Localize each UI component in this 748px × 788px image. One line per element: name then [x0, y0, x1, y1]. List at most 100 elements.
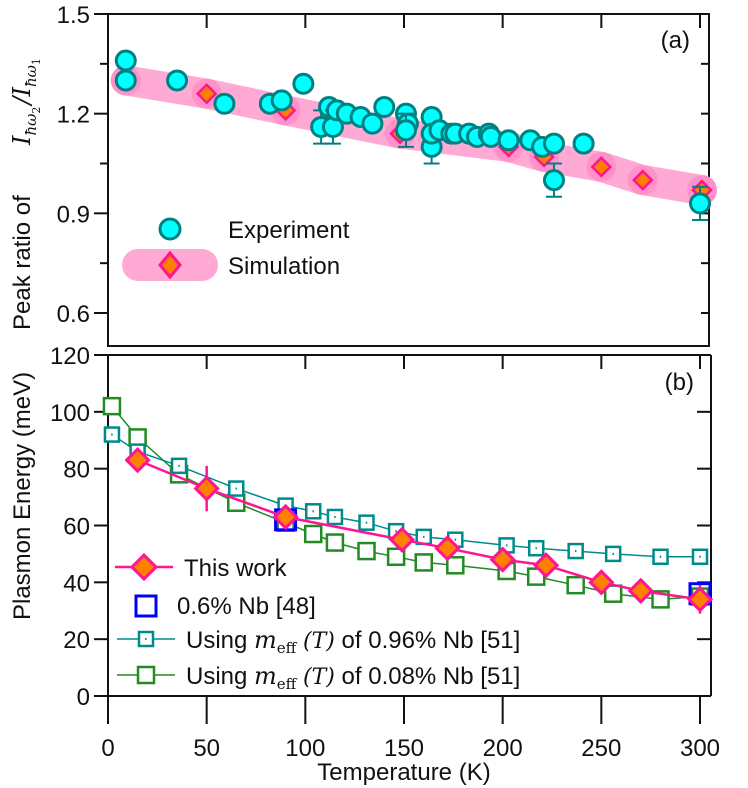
- panel-a: (a) Peak ratio of Iħω2/Iħω1 0.6 0.9 1.2 1.5…: [8, 2, 717, 347]
- thiswork-point: [193, 475, 220, 502]
- legend-experiment-label: Experiment: [228, 217, 350, 244]
- simulation-point: [195, 82, 218, 105]
- legend-nb096-dot: [145, 638, 147, 640]
- panel-b-xtick-label: 0: [101, 735, 114, 762]
- legend-simulation-label: Simulation: [228, 253, 340, 280]
- experiment-point: [292, 72, 315, 95]
- panel-a-label: (a): [661, 27, 690, 54]
- panel-b-xtick-label: 200: [483, 735, 523, 762]
- simulation-point: [632, 169, 654, 191]
- nb008-point: [414, 553, 433, 572]
- nb008-point: [386, 547, 406, 567]
- experiment-point: [213, 92, 236, 115]
- nb008-point: [102, 396, 122, 416]
- panel-b: (b) Plasmon Energy (meV) Temperature (K)…: [9, 343, 720, 786]
- panel-b-ylabel: Plasmon Energy (meV): [9, 372, 36, 620]
- legend-nb096-math2: (T): [303, 629, 335, 654]
- experiment-point: [542, 132, 565, 155]
- nb096-point-dot: [505, 544, 508, 547]
- experiment-point: [114, 49, 137, 72]
- nb096-point-dot: [312, 510, 314, 513]
- nb096-point-dot: [111, 433, 113, 436]
- legend-nb096-suffix: of 0.96% Nb [51]: [342, 627, 521, 654]
- panel-a-ylabel-math: Iħω2/Iħω1: [8, 58, 43, 146]
- legend-simulation-marker: [158, 250, 182, 280]
- nb096-point-dot: [574, 550, 577, 553]
- experiment-point: [114, 69, 137, 92]
- nb008-point: [303, 524, 323, 544]
- simulation-point: [590, 156, 613, 178]
- experiment-point: [479, 125, 502, 148]
- thiswork-line: [137, 458, 701, 601]
- nb008-point: [325, 533, 345, 552]
- panel-a-ylabel-prefix: Peak ratio of: [9, 195, 36, 330]
- experiment-point: [166, 69, 189, 92]
- panel-b-ytick-label: 100: [50, 400, 90, 427]
- panel-b-xtick-label: 250: [581, 735, 621, 762]
- nb096-point-dot: [334, 515, 336, 518]
- panel-b-legend: This work 0.6% Nb [48] Using meff (T) of…: [115, 552, 520, 693]
- thiswork-point: [489, 546, 516, 573]
- nb008-point: [566, 575, 585, 595]
- thiswork-point: [532, 552, 560, 579]
- nb096-point-dot: [365, 521, 368, 524]
- legend-nb06-label: 0.6% Nb [48]: [177, 593, 316, 620]
- panel-b-ytick-label: 60: [63, 514, 90, 541]
- nb096-point-dot: [395, 530, 397, 533]
- panel-b-ytick-label: 40: [63, 570, 90, 597]
- thiswork-point: [627, 577, 654, 604]
- panel-b-xtick-label: 150: [384, 735, 424, 762]
- experiment-point: [394, 119, 417, 142]
- nb008-point: [128, 428, 147, 447]
- panel-b-ytick-label: 0: [77, 684, 90, 711]
- legend-nb06-marker: [134, 594, 158, 618]
- thiswork-point: [388, 526, 416, 553]
- experiment-point: [542, 169, 565, 192]
- legend-nb008-suffix: of 0.08% Nb [51]: [342, 663, 521, 690]
- nb008-point: [446, 556, 465, 575]
- experiment-point: [270, 89, 293, 112]
- nb096-point-dot: [235, 487, 238, 490]
- nb096-point-dot: [422, 535, 425, 538]
- legend-nb008-math: m: [254, 662, 277, 690]
- nb096-point-dot: [659, 555, 662, 558]
- panel-b-ytick-label: 120: [50, 343, 90, 370]
- thiswork-point: [272, 503, 299, 531]
- legend-nb096-prefix: Using: [186, 627, 247, 654]
- nb096-point-dot: [699, 555, 701, 558]
- nb096-point-dot: [535, 547, 537, 550]
- panel-b-label: (b): [665, 369, 694, 396]
- panel-b-xtick-label: 300: [680, 735, 720, 762]
- panel-a-legend: Experiment Simulation: [122, 217, 350, 281]
- panel-a-ytick-label: 1.2: [57, 102, 90, 129]
- legend-thiswork-label: This work: [184, 555, 288, 582]
- nb096-point-dot: [178, 464, 180, 467]
- nb096-point-dot: [612, 552, 614, 555]
- nb096-point-dot: [454, 538, 457, 541]
- thiswork-point: [686, 586, 714, 613]
- thiswork-point: [588, 569, 615, 596]
- legend-nb096-label: Using meff (T) of 0.96% Nb [51]: [186, 626, 520, 657]
- experiment-point: [497, 129, 520, 152]
- nb008-point: [357, 541, 376, 561]
- legend-thiswork-marker: [129, 552, 159, 582]
- panel-b-ytick-label: 20: [63, 627, 90, 654]
- legend-nb008-label: Using meff (T) of 0.08% Nb [51]: [186, 662, 520, 693]
- panel-b-xtick-label: 50: [193, 735, 220, 762]
- thiswork-point: [124, 447, 151, 474]
- panel-a-ytick-label: 0.9: [57, 201, 90, 228]
- panel-b-ytick-label: 80: [63, 457, 90, 484]
- panel-b-xtick-label: 100: [285, 735, 325, 762]
- legend-nb008-prefix: Using: [186, 663, 247, 690]
- thiswork-point: [434, 535, 461, 562]
- legend-nb008-sub: eff: [277, 675, 298, 693]
- legend-nb096-math: m: [254, 626, 277, 654]
- panel-b-xlabel: Temperature (K): [317, 759, 490, 786]
- legend-experiment-marker: [158, 217, 182, 241]
- panel-a-ytick-label: 0.6: [57, 301, 90, 328]
- legend-nb008-math2: (T): [303, 665, 335, 690]
- nb008-point: [526, 567, 546, 586]
- experiment-point: [361, 112, 384, 135]
- experiment-point: [373, 96, 396, 119]
